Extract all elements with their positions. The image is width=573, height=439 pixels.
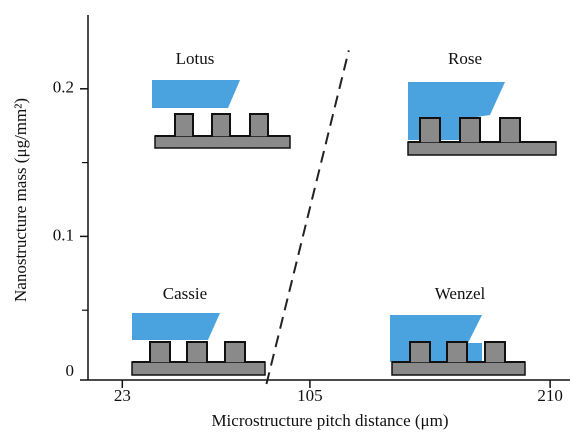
y-tick-label: 0.2 [53,78,74,97]
lotus-illustration [152,80,290,148]
x-tick-label: 105 [297,386,323,405]
x-tick-label: 210 [537,386,563,405]
dashed-line [266,50,348,384]
wenzel-illustration [390,315,525,375]
y-axis-label: Nanostructure mass (μg/mm²) [11,98,30,302]
y-tick-label: 0 [66,361,75,380]
y-tick-label: 0.1 [53,225,74,244]
annotation: Wenzel [435,284,486,303]
chart: Microstructure pitch distance (μm) Nanos… [0,0,573,434]
x-axis-label: Microstructure pitch distance (μm) [211,411,448,430]
annotation: Rose [448,49,482,68]
annotation: Lotus [176,49,215,68]
cassie-illustration [132,313,265,375]
annotation: Cassie [163,284,207,303]
rose-illustration [408,82,556,155]
x-tick-label: 23 [114,386,131,405]
